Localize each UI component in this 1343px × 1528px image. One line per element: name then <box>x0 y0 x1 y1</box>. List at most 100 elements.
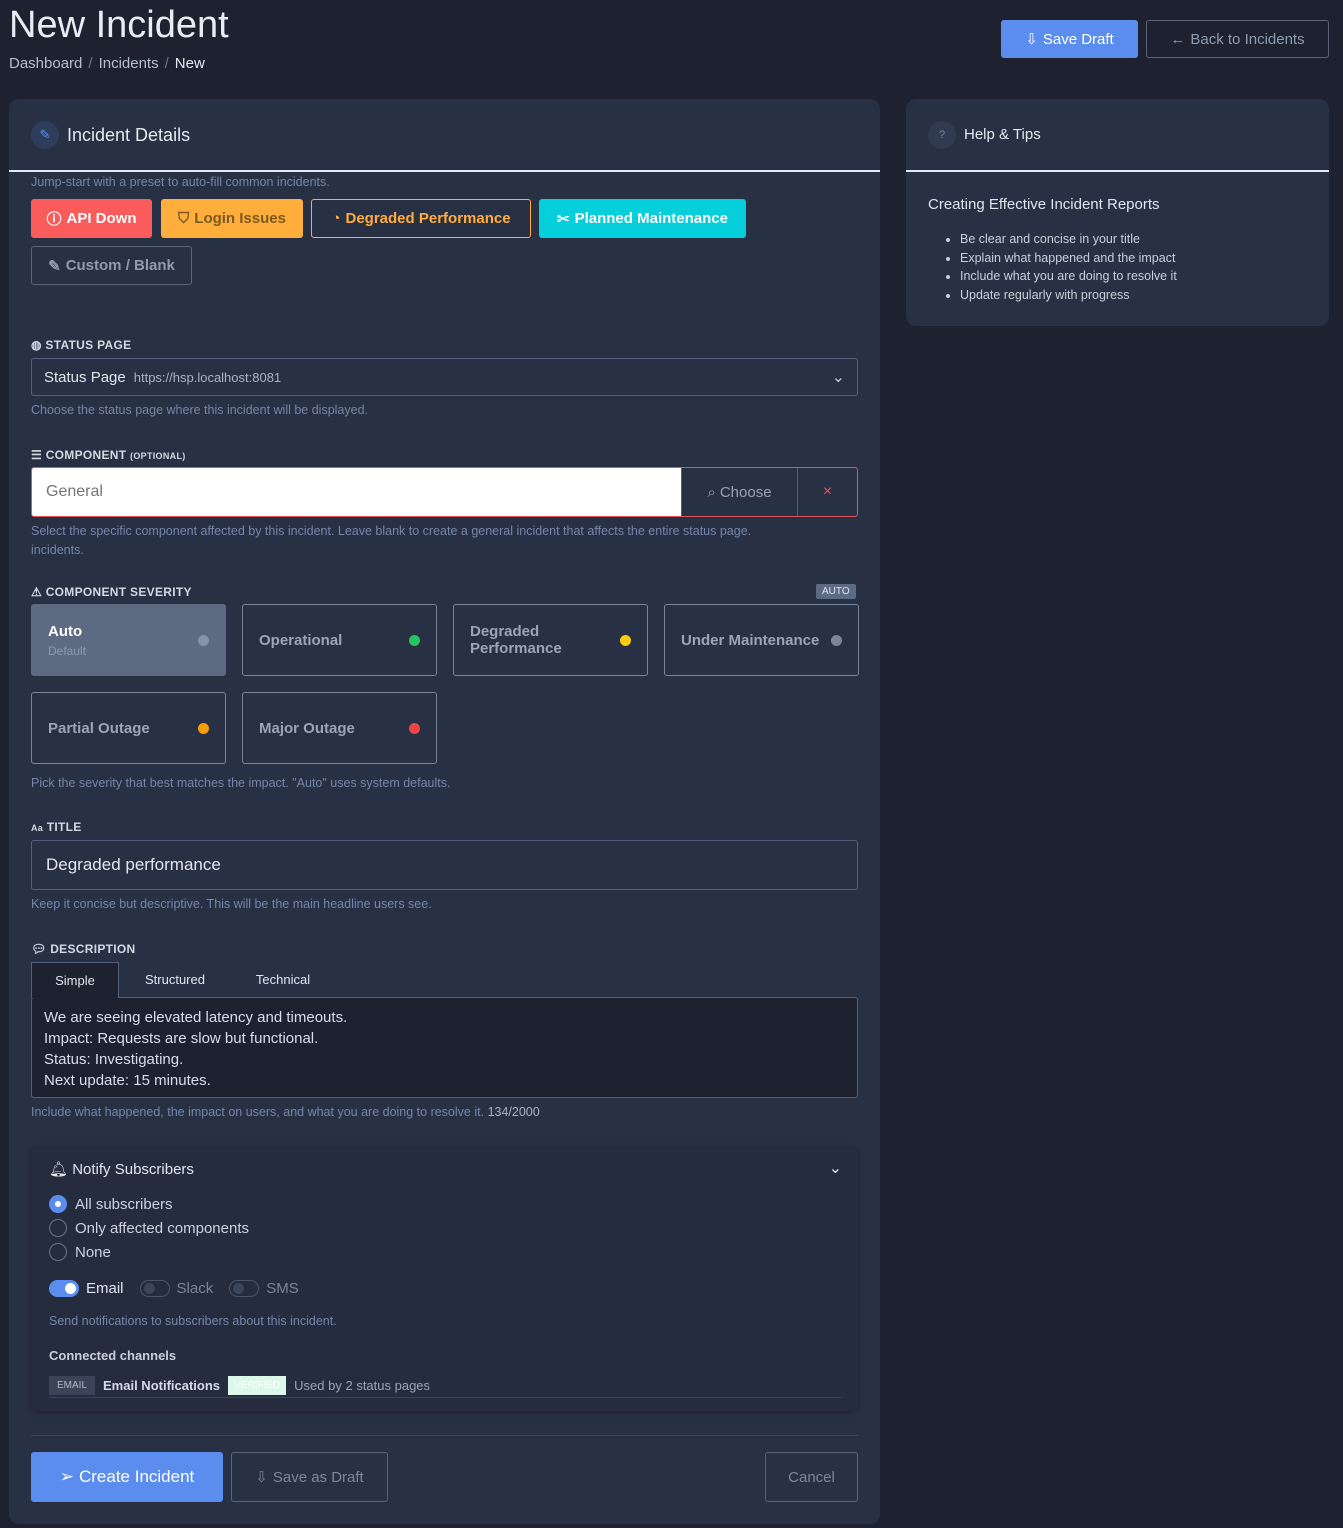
search-icon: ⌕ <box>707 483 716 501</box>
tab-simple[interactable]: Simple <box>31 962 119 998</box>
status-dot-icon <box>409 722 420 734</box>
severity-label: Under Maintenance <box>681 631 820 649</box>
notify-header[interactable]: 🔔︎ Notify Subscribers <box>49 1161 194 1178</box>
cancel-button[interactable]: Cancel <box>765 1452 858 1502</box>
severity-option[interactable]: Under Maintenance <box>664 604 859 676</box>
text-icon: Aa <box>31 823 44 833</box>
severity-sub: Default <box>48 643 87 658</box>
channel-name: Email Notifications <box>103 1377 221 1393</box>
tip-item: Include what you are doing to resolve it <box>960 267 1177 286</box>
verified-badge: VERIFIED <box>228 1375 287 1395</box>
shield-icon: ⛉ <box>178 210 190 227</box>
tip-item: Be clear and concise in your title <box>960 230 1177 249</box>
tip-item: Explain what happened and the impact <box>960 249 1177 268</box>
component-help: Select the specific component affected b… <box>31 524 752 538</box>
warning-icon: ⚠ <box>31 585 43 599</box>
preset-hint: Jump-start with a preset to auto-fill co… <box>31 175 330 189</box>
status-page-url: https://hsp.localhost:8081 <box>133 369 282 385</box>
card-title: Incident Details <box>67 125 191 145</box>
comment-icon: 💬︎ <box>31 942 47 956</box>
severity-option[interactable]: Auto Default <box>31 604 226 676</box>
char-count: 134/2000 <box>487 1105 540 1119</box>
preset-planned-maintenance[interactable]: ✂ Planned Maintenance <box>539 199 746 238</box>
title-help: Keep it concise but descriptive. This wi… <box>31 897 432 911</box>
severity-option[interactable]: Operational <box>242 604 437 676</box>
channel-usage: Used by 2 status pages <box>294 1377 431 1393</box>
breadcrumb-incidents[interactable]: Incidents <box>98 55 159 72</box>
description-label: 💬︎ DESCRIPTION <box>31 942 136 956</box>
severity-option[interactable]: Major Outage <box>242 692 437 764</box>
breadcrumb-dashboard[interactable]: Dashboard <box>9 55 83 72</box>
clear-component-button[interactable]: × <box>797 468 857 516</box>
preset-degraded-performance[interactable]: ◔ Degraded Performance <box>311 199 531 238</box>
globe-icon: ◍ <box>31 338 42 352</box>
severity-label: ⚠ COMPONENT SEVERITY <box>31 585 192 599</box>
severity-label: Partial Outage <box>48 719 150 737</box>
tab-technical[interactable]: Technical <box>255 972 311 987</box>
connected-channels-label: Connected channels <box>49 1348 177 1363</box>
speedometer-icon: ◔ <box>331 210 341 227</box>
create-incident-button[interactable]: ➢ Create Incident <box>31 1452 223 1502</box>
status-dot-icon <box>409 634 420 646</box>
pencil-icon: ✎ <box>31 121 59 149</box>
preset-login-issues[interactable]: ⛉ Login Issues <box>161 199 303 238</box>
page-title: New Incident <box>9 4 229 46</box>
notify-panel: 🔔︎ Notify Subscribers ⌄ <box>31 1146 858 1411</box>
send-icon: ➢ <box>59 1467 74 1486</box>
severity-label: Major Outage <box>259 719 355 737</box>
toggle-slack[interactable]: Slack <box>139 1280 213 1297</box>
question-icon: ? <box>928 121 956 149</box>
radio-all-subscribers[interactable]: All subscribers <box>49 1195 173 1213</box>
radio-affected-components[interactable]: Only affected components <box>49 1219 249 1237</box>
breadcrumb: Dashboard / Incidents / New <box>9 55 205 72</box>
connected-channel-row: EMAIL Email Notifications VERIFIED Used … <box>49 1373 842 1398</box>
preset-api-down[interactable]: ⓘ API Down <box>31 199 152 238</box>
severity-option[interactable]: Degraded Performance <box>453 604 648 676</box>
description-textarea[interactable]: We are seeing elevated latency and timeo… <box>31 997 858 1098</box>
severity-label: Auto <box>48 622 83 640</box>
tip-item: Update regularly with progress <box>960 286 1177 305</box>
save-draft-button[interactable]: ⇩ Save Draft <box>1001 20 1138 58</box>
bell-icon: 🔔︎ <box>49 1161 69 1178</box>
severity-label: Operational <box>259 631 343 649</box>
component-field: ⌕Choose × <box>31 467 858 517</box>
tab-structured[interactable]: Structured <box>145 972 205 987</box>
toggle-sms[interactable]: SMS <box>229 1280 299 1297</box>
help-title: Help & Tips <box>964 126 1041 143</box>
status-page-value: Status Page <box>44 368 126 386</box>
severity-option[interactable]: Partial Outage <box>31 692 226 764</box>
arrow-left-icon: ← <box>1170 30 1186 48</box>
status-dot-icon <box>831 634 842 646</box>
severity-label: Degraded Performance <box>470 623 562 657</box>
divider <box>9 170 880 172</box>
breadcrumb-current: New <box>174 55 205 72</box>
status-page-select[interactable]: Status Page https://hsp.localhost:8081 ⌄ <box>31 358 858 396</box>
help-card: ? Help & Tips Creating Effective Inciden… <box>906 99 1329 326</box>
save-as-draft-button[interactable]: ⇩ Save as Draft <box>231 1452 388 1502</box>
tips-list: Be clear and concise in your titleExplai… <box>960 230 1177 305</box>
database-icon: ☰ <box>31 448 43 462</box>
choose-component-button[interactable]: ⌕ Choose <box>681 468 797 516</box>
save-icon: ⇩ <box>1025 31 1038 48</box>
status-dot-icon <box>620 634 631 646</box>
chevron-down-icon[interactable]: ⌄ <box>828 1160 842 1177</box>
back-button[interactable]: ← Back to Incidents <box>1146 20 1329 58</box>
component-label: ☰ COMPONENT (OPTIONAL) <box>31 448 186 462</box>
preset-custom-blank[interactable]: ✎ Custom / Blank <box>31 246 192 285</box>
save-icon: ⇩ <box>255 1469 268 1486</box>
description-help: Include what happened, the impact on use… <box>31 1105 540 1119</box>
radio-none[interactable]: None <box>49 1243 111 1261</box>
component-help-cont: incidents. <box>31 543 84 557</box>
help-heading: Creating Effective Incident Reports <box>928 196 1160 213</box>
toggle-email[interactable]: Email <box>49 1280 124 1297</box>
divider <box>31 1435 858 1436</box>
component-input[interactable] <box>32 468 681 516</box>
tools-icon: ✂ <box>557 210 570 228</box>
channel-type-badge: EMAIL <box>49 1375 96 1395</box>
edit-icon: ✎ <box>48 257 61 275</box>
notify-help: Send notifications to subscribers about … <box>49 1314 337 1328</box>
chevron-down-icon: ⌄ <box>831 369 845 386</box>
title-input[interactable]: Degraded performance <box>31 840 858 890</box>
status-page-help: Choose the status page where this incide… <box>31 403 369 417</box>
status-dot-icon <box>198 722 209 734</box>
